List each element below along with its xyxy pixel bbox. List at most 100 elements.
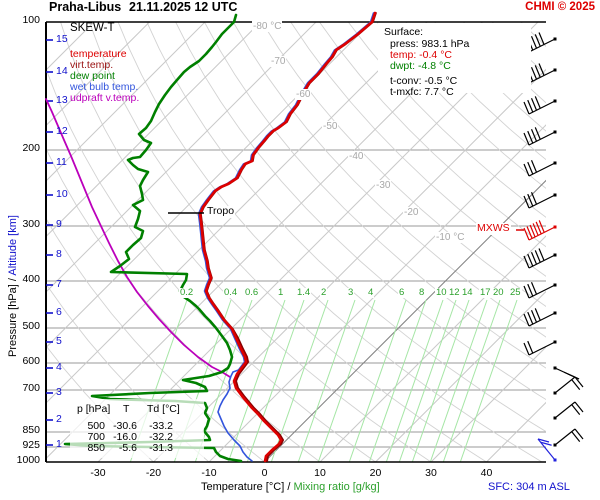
table-cell: -33.2 <box>149 420 173 432</box>
temperature-tick-label: 10 <box>314 467 326 479</box>
mixing-ratio-label: 17 <box>479 287 492 299</box>
t-conv-value: t-conv: -0.5 °C <box>390 75 458 87</box>
y-axis-separator: / <box>7 278 19 282</box>
pressure-tick-label: 850 <box>22 424 40 436</box>
pressure-tick-label: 300 <box>22 218 40 230</box>
pressure-tick-label: 600 <box>22 355 40 367</box>
pressure-temp-table: p [hPa] T Td [°C] 500 -30.6 -33.2 700 -16.0 -32.… <box>70 399 204 458</box>
wind-barb <box>523 340 557 356</box>
isotherm-label: -60 <box>295 89 312 100</box>
x-axis-mixing-title: Mixing ratio [g/kg] <box>293 481 380 493</box>
t-mxfc-value: t-mxfc: 7.7 °C <box>390 86 454 98</box>
altitude-tick-label: 12 <box>56 125 68 137</box>
legend-item-dew-point: dew point <box>70 70 115 82</box>
legend-item-wet-bulb-temp-: wet bulb temp. <box>70 81 139 93</box>
temperature-tick-label: 20 <box>369 467 382 479</box>
wind-barb <box>523 127 557 146</box>
copyright-label: CHMI © 2025 <box>525 1 595 13</box>
surface-info-box: Surface: press: 983.1 hPa temp: -0.4 °C … <box>378 23 531 98</box>
table-cell: -31.3 <box>149 442 173 454</box>
mixing-ratio-label: 0.2 <box>179 287 195 299</box>
altitude-tick-label: 10 <box>56 188 68 200</box>
altitude-tick-label: 3 <box>56 386 62 398</box>
mixing-ratio-label: 1 <box>277 287 285 299</box>
isotherm-label: -10 °C <box>435 232 466 243</box>
mixing-ratio-label: 20 <box>492 287 505 299</box>
altitude-tick-label: 7 <box>56 278 62 290</box>
y-axis-altitude-title: Altitude [km] <box>7 215 19 276</box>
isotherm-label: -20 <box>403 207 420 218</box>
altitude-tick-label: 9 <box>56 218 62 230</box>
altitude-tick-label: 5 <box>56 335 62 347</box>
mixing-ratio-label: 14 <box>461 287 474 299</box>
surface-dewpoint: dwpt: -4.8 °C <box>390 60 451 72</box>
table-cell: -32.2 <box>149 431 173 443</box>
mixing-ratio-label: 12 <box>448 287 461 299</box>
mixing-ratio-label: 3 <box>347 287 355 299</box>
x-axis-temp-title: Temperature [°C] <box>201 481 285 493</box>
y-axis-pressure-title: Pressure [hPa] <box>7 284 19 357</box>
pressure-tick-label: 700 <box>22 382 40 394</box>
altitude-tick-label: 15 <box>56 33 68 45</box>
mixing-ratio-label: 0.6 <box>244 287 260 299</box>
y-axis-title: Pressure [hPa] / Altitude [km] <box>7 176 19 396</box>
legend-item-virt-temp-: virt.temp. <box>70 59 114 71</box>
legend-item-temperature: temperature <box>70 48 127 60</box>
temperature-tick-label: -10 <box>201 467 217 479</box>
wind-barb <box>553 428 584 447</box>
x-axis-title: Temperature [°C] / Mixing ratio [g/kg] <box>201 481 380 493</box>
temperature-tick-label: -20 <box>145 467 162 479</box>
wind-barb <box>523 160 557 177</box>
table-header-cell: Td [°C] <box>147 403 180 415</box>
pressure-tick-label: 500 <box>22 320 40 332</box>
x-axis-separator: / <box>287 481 291 493</box>
mixing-ratio-label: 1.4 <box>296 287 312 299</box>
plot-frame <box>45 21 546 463</box>
table-header-cell: p [hPa] <box>77 403 111 415</box>
temperature-tick-label: 40 <box>480 467 493 479</box>
tropopause-label: Tropo <box>206 205 236 218</box>
altitude-tick-label: 2 <box>56 413 62 425</box>
isotherm-label: -30 <box>375 180 392 191</box>
altitude-tick-label: 6 <box>56 306 62 318</box>
wind-barb <box>523 308 557 327</box>
isotherm-label: -50 <box>322 121 339 132</box>
mixing-ratio-label: 10 <box>435 287 448 299</box>
pressure-tick-label: 1000 <box>16 454 40 466</box>
mixing-ratio-label: 25 <box>509 287 522 299</box>
wind-barb <box>523 192 557 209</box>
wind-barb <box>553 376 584 395</box>
pressure-tick-label: 400 <box>22 273 40 285</box>
mixing-ratio-label: 8 <box>418 287 426 299</box>
altitude-tick-label: 4 <box>56 361 62 373</box>
altitude-tick-label: 13 <box>56 94 68 106</box>
wind-barbs <box>523 32 584 462</box>
table-cell: 700 <box>87 431 105 443</box>
wind-barb <box>523 96 557 115</box>
temperature-tick-label: 0 <box>261 467 268 479</box>
table-cell: 850 <box>87 442 105 454</box>
mixing-ratio-label: 2 <box>320 287 328 299</box>
pressure-tick-label: 925 <box>22 439 40 451</box>
wind-barb <box>523 220 557 241</box>
mixing-ratio-label: 0.4 <box>223 287 239 299</box>
wind-barb <box>523 282 557 299</box>
temperature-tick-label: -30 <box>90 467 106 479</box>
table-header-cell: T <box>123 403 130 415</box>
isotherm-label: -70 <box>270 56 287 67</box>
surface-heading: Surface: <box>384 26 424 38</box>
wind-barb <box>553 401 584 420</box>
wind-barb <box>537 438 557 462</box>
isotherm-label: -40 <box>348 151 365 162</box>
sounding-datetime: 21.11.2025 12 UTC <box>129 0 238 14</box>
wind-barb <box>523 248 557 269</box>
surface-pressure: press: 983.1 hPa <box>390 38 470 50</box>
table-cell: -5.6 <box>118 442 137 454</box>
table-cell: -30.6 <box>113 420 137 432</box>
isotherm-label: -80 °C <box>252 21 283 32</box>
table-cell: -16.0 <box>113 431 137 443</box>
altitude-tick-label: 14 <box>56 65 68 77</box>
temperature-tick-label: 30 <box>425 467 437 479</box>
station-name: Praha-Libus <box>49 0 122 14</box>
